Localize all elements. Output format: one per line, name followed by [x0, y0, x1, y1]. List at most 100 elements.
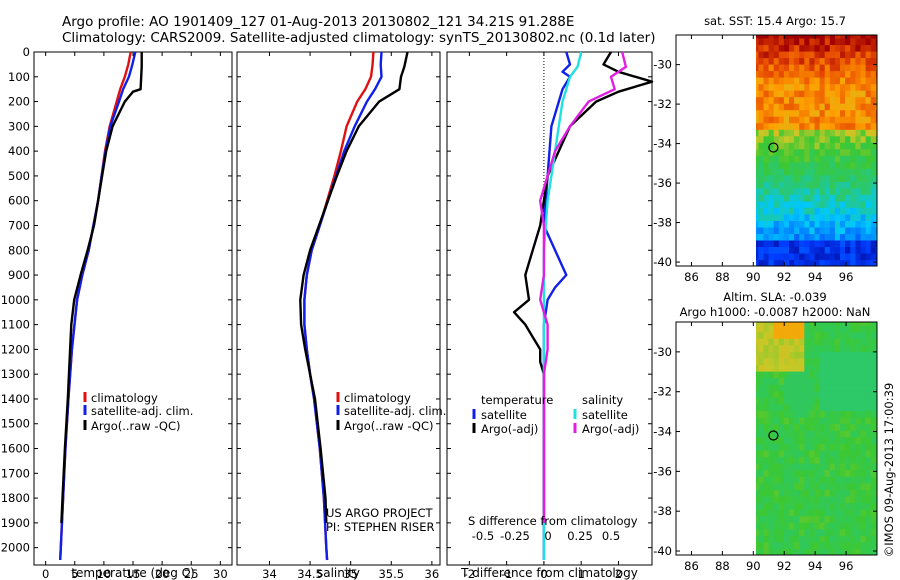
map-cell	[834, 148, 841, 156]
map-x-tick-label: 86	[684, 559, 699, 573]
map-cell	[763, 35, 770, 39]
map-cell	[840, 207, 846, 215]
map-cell	[819, 430, 826, 438]
map-cell	[756, 338, 759, 346]
map-cell	[870, 135, 877, 143]
map-cell	[840, 456, 846, 464]
map-cell	[809, 155, 816, 163]
map-cell	[845, 364, 851, 372]
map-cell	[804, 423, 810, 431]
map-cell	[875, 64, 877, 72]
map-cell	[783, 338, 790, 346]
map-cell	[829, 515, 836, 523]
map-cell	[773, 51, 780, 59]
map-cell	[768, 436, 775, 444]
map-cell	[850, 44, 856, 52]
map-cell	[845, 371, 851, 379]
map-cell	[773, 135, 780, 143]
map-cell	[756, 200, 759, 208]
map-cell	[758, 443, 765, 451]
map-cell	[804, 436, 810, 444]
map-cell	[845, 233, 851, 241]
map-cell	[870, 155, 877, 163]
map-cell	[840, 364, 846, 372]
map-cell	[778, 226, 785, 234]
map-cell	[870, 338, 877, 346]
map-cell	[870, 344, 877, 352]
map-cell	[794, 331, 800, 339]
map-cell	[834, 213, 841, 221]
map-cell	[850, 338, 856, 346]
map-cell	[865, 109, 872, 117]
map-cell	[778, 187, 785, 195]
map-cell	[763, 96, 770, 104]
map-cell	[809, 259, 816, 266]
map-cell	[860, 220, 867, 228]
map-cell	[789, 430, 795, 438]
map-cell	[865, 390, 872, 398]
map-cell	[768, 77, 775, 85]
map-cell	[809, 456, 816, 464]
map-cell	[756, 322, 759, 326]
map-cell	[794, 522, 800, 530]
map-cell	[794, 489, 800, 497]
map-cell	[829, 417, 836, 425]
map-cell	[850, 443, 856, 451]
map-cell	[756, 509, 759, 517]
map-cell	[763, 109, 770, 117]
map-cell	[799, 122, 805, 130]
map-cell	[845, 377, 851, 385]
map-cell	[860, 410, 867, 418]
map-cell	[865, 142, 872, 150]
map-cell	[850, 155, 856, 163]
map-cell	[773, 155, 780, 163]
legend-label: satellite-adj. clim.	[91, 404, 193, 418]
map-cell	[768, 384, 775, 392]
map-cell	[804, 213, 810, 221]
map-cell	[845, 449, 851, 458]
map-cell	[824, 344, 831, 352]
map-cell	[824, 403, 831, 411]
map-cell	[778, 90, 785, 98]
map-cell	[840, 168, 846, 176]
map-cell	[845, 109, 851, 117]
map-cell	[758, 220, 765, 228]
map-cell	[756, 482, 759, 490]
map-cell	[794, 253, 800, 261]
map-cell	[763, 174, 770, 182]
map-cell	[850, 371, 856, 379]
map-cell	[870, 443, 877, 451]
map-cell	[756, 174, 759, 182]
map-cell	[819, 535, 826, 543]
map-cell	[850, 509, 856, 517]
map-cell	[763, 469, 770, 477]
map-cell	[773, 541, 780, 550]
map-cell	[834, 44, 841, 52]
map-cell	[850, 83, 856, 91]
map-cell	[778, 535, 785, 543]
map-cell	[865, 103, 872, 111]
map-cell	[819, 207, 826, 215]
map-cell	[840, 548, 846, 555]
map-cell	[814, 213, 821, 221]
map-cell	[860, 96, 867, 104]
map-cell	[814, 116, 821, 124]
map-cell	[804, 200, 810, 208]
map-cell	[819, 168, 826, 176]
map-cell	[870, 187, 877, 195]
map-cell	[840, 44, 846, 52]
map-cell	[824, 187, 831, 195]
map-cell	[794, 35, 800, 39]
series-climatology	[59, 51, 132, 561]
map-cell	[783, 344, 790, 352]
map-cell	[768, 83, 775, 91]
map-cell	[804, 57, 810, 65]
map-cell	[819, 161, 826, 169]
map-cell	[804, 129, 810, 137]
map-cell	[860, 77, 867, 85]
map-cell	[773, 239, 780, 247]
map-cell	[783, 142, 790, 150]
map-cell	[794, 541, 800, 550]
map-cell	[773, 64, 780, 72]
map-cell	[870, 364, 877, 372]
